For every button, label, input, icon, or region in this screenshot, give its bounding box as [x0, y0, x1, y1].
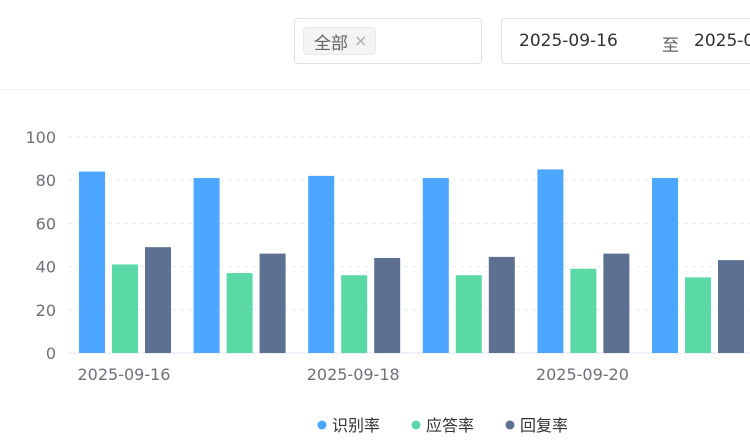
bar-应答率-2025-09-19[interactable] — [455, 275, 482, 353]
bar-回复率-2025-09-19[interactable] — [488, 256, 515, 353]
legend[interactable]: 识别率 应答率 回复率 — [317, 416, 569, 435]
bars — [79, 169, 744, 353]
filter-toolbar: 全部 × 2025-09-16 至 2025-09-22 — [0, 0, 750, 90]
legend-marker[interactable] — [505, 420, 515, 430]
bar-识别率-2025-09-20[interactable] — [537, 169, 564, 353]
y-tick-label: 100 — [25, 128, 56, 147]
bar-识别率-2025-09-19[interactable] — [422, 178, 449, 353]
bar-应答率-2025-09-18[interactable] — [341, 275, 368, 353]
date-range-picker[interactable]: 2025-09-16 至 2025-09-22 — [501, 18, 750, 64]
bar-回复率-2025-09-16[interactable] — [145, 247, 171, 353]
scope-select[interactable]: 全部 × — [294, 18, 482, 64]
legend-item-label[interactable]: 回复率 — [520, 416, 568, 435]
bar-识别率-2025-09-18[interactable] — [308, 175, 335, 353]
bar-识别率-2025-09-21[interactable] — [652, 178, 678, 353]
selected-tag-label: 全部 — [314, 33, 348, 54]
bar-应答率-2025-09-21[interactable] — [685, 277, 711, 353]
bar-应答率-2025-09-16[interactable] — [112, 264, 138, 353]
bar-回复率-2025-09-21[interactable] — [718, 260, 744, 353]
bar-应答率-2025-09-20[interactable] — [570, 268, 597, 353]
x-tick-label: 2025-09-20 — [536, 365, 629, 384]
y-tick-label: 60 — [36, 214, 56, 233]
selected-tag: 全部 × — [303, 27, 377, 55]
legend-item-label[interactable]: 应答率 — [426, 416, 474, 435]
tag-close-icon[interactable]: × — [354, 31, 368, 50]
date-end-input[interactable]: 2025-09-22 — [694, 31, 750, 51]
y-tick-label: 80 — [36, 171, 56, 190]
bar-回复率-2025-09-20[interactable] — [603, 253, 630, 353]
y-tick-label: 20 — [36, 301, 56, 320]
bar-识别率-2025-09-17[interactable] — [193, 178, 220, 353]
legend-item-label[interactable]: 识别率 — [332, 416, 380, 435]
date-start-input[interactable]: 2025-09-16 — [519, 31, 618, 51]
legend-marker[interactable] — [317, 420, 327, 430]
y-tick-label: 40 — [36, 258, 56, 277]
bar-回复率-2025-09-18[interactable] — [374, 257, 401, 353]
y-tick-label: 0 — [46, 344, 56, 363]
legend-marker[interactable] — [411, 420, 421, 430]
y-axis-ticks: 0 20 40 60 80 100 — [25, 128, 56, 363]
bar-回复率-2025-09-17[interactable] — [259, 253, 286, 353]
x-axis-ticks: 2025-09-16 2025-09-18 2025-09-20 — [78, 365, 629, 384]
x-tick-label: 2025-09-16 — [78, 365, 171, 384]
x-tick-label: 2025-09-18 — [307, 365, 400, 384]
date-range-separator: 至 — [662, 36, 679, 56]
bar-识别率-2025-09-16[interactable] — [79, 171, 105, 353]
bar-应答率-2025-09-17[interactable] — [226, 273, 253, 353]
grid-lines — [68, 136, 750, 354]
